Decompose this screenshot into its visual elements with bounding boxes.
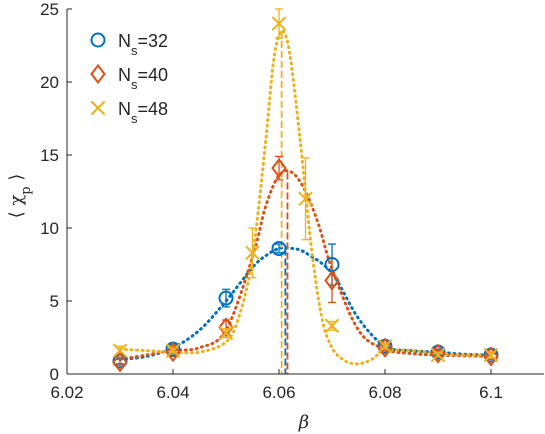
errbar-series-1-point-4	[275, 243, 283, 254]
errbar-series-2-point-5	[328, 258, 336, 304]
x-stroke-b	[166, 343, 180, 358]
y-tick-label: 10	[40, 219, 59, 238]
marker-series-3-point-8	[378, 339, 392, 354]
legend-label: Ns=32	[118, 31, 168, 58]
marker-series-3-point-1	[113, 343, 127, 358]
marker-series-3-point-4	[245, 245, 260, 260]
marker-series-1-point-3	[218, 290, 234, 306]
y-tick-label: 15	[40, 146, 59, 165]
legend-marker	[90, 63, 106, 85]
marker-series-2-point-2	[165, 341, 181, 363]
marker-series-3-point-5	[272, 16, 286, 31]
peak-lines	[280, 30, 289, 374]
marker-series-3-point-7	[325, 318, 339, 333]
x-stroke-b	[272, 16, 286, 31]
x-tick-label: 6.1	[479, 383, 503, 402]
fit-curve-series-2	[118, 169, 493, 361]
x-tick-label: 6.02	[50, 383, 83, 402]
y-axis-label: ⟨ χp ⟩	[6, 174, 34, 219]
legend-label: Ns=48	[118, 99, 168, 126]
legend-entry-2: Ns=40	[90, 63, 168, 92]
y-tick-label: 0	[50, 365, 59, 384]
marker-series-3-point-9	[431, 348, 445, 363]
data-markers	[112, 16, 499, 373]
marker-series-2-point-8	[483, 346, 499, 367]
y-axis-label-text: ⟨ χp ⟩	[6, 174, 34, 219]
marker-series-3-point-2	[166, 343, 180, 358]
x-tick-label: 6.04	[156, 383, 189, 402]
legend-marker	[91, 101, 105, 115]
x-tick-label: 6.06	[262, 383, 295, 402]
x-stroke-b	[245, 245, 260, 260]
legend-entry-3: Ns=48	[91, 99, 168, 126]
marker-series-2-point-3	[218, 317, 234, 338]
marker-series-3-point-6	[298, 191, 313, 206]
marker-series-1-point-4	[271, 240, 287, 256]
x-axis-label: β	[298, 412, 309, 433]
x-stroke-b	[113, 343, 127, 358]
legend-label: Ns=40	[118, 65, 168, 92]
x-stroke-b	[378, 339, 392, 354]
errbar-series-2-point-1	[116, 358, 124, 366]
legend-marker	[90, 32, 106, 48]
axes: 6.02 6.04 6.06 6.08 6.1 0 5 10 15 20 25	[40, 0, 544, 402]
legend: Ns=32 Ns=40 Ns=48	[90, 31, 168, 126]
x-tick-label: 6.08	[368, 383, 401, 402]
fit-curve-series-1	[118, 246, 493, 361]
marker-series-3-point-10	[484, 348, 498, 363]
x-stroke-b	[325, 318, 339, 333]
legend-entry-1: Ns=32	[90, 31, 168, 58]
marker-series-2-point-6	[377, 337, 393, 358]
x-stroke-b	[431, 348, 445, 363]
x-stroke-b	[484, 348, 498, 363]
marker-series-2-point-5	[324, 270, 340, 291]
x-stroke-b	[298, 191, 313, 206]
x-stroke-b	[91, 101, 105, 115]
marker-series-3-point-3	[219, 326, 233, 341]
marker-series-2-point-4	[271, 157, 287, 179]
error-bars	[116, 8, 495, 366]
x-stroke-b	[219, 326, 233, 341]
y-tick-label: 25	[40, 0, 59, 19]
y-tick-label: 20	[40, 73, 59, 92]
marker-series-2-point-1	[112, 352, 128, 373]
y-tick-label: 5	[50, 292, 59, 311]
